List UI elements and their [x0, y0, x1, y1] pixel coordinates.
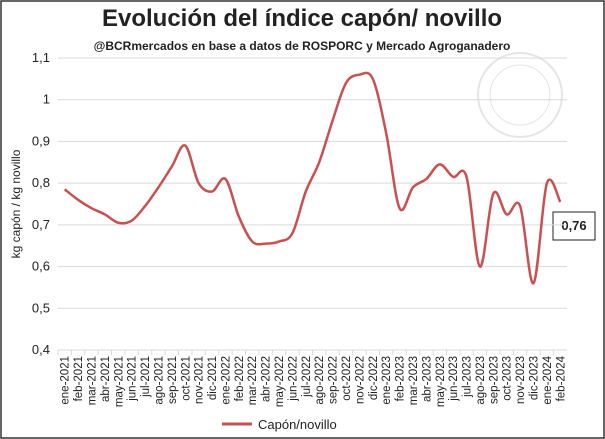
- x-tick-label: sep-2021: [167, 356, 179, 404]
- x-tick-label: ago-2022: [314, 356, 326, 405]
- x-tick-label: ene-2021: [60, 356, 72, 405]
- x-tick-label: abr-2022: [261, 356, 273, 402]
- x-tick-label: sep-2023: [488, 356, 500, 404]
- x-tick-label: abr-2021: [100, 356, 112, 402]
- x-tick-label: jun-2023: [448, 356, 460, 402]
- x-tick-label: jun-2021: [127, 356, 139, 402]
- x-tick-label: jul-2023: [462, 356, 474, 398]
- x-tick-label: ene-2022: [220, 356, 232, 405]
- x-tick-label: may-2021: [113, 356, 125, 407]
- annotation-box: [552, 211, 596, 241]
- x-tick-label: feb-2024: [555, 355, 567, 401]
- x-tick-label: ago-2021: [153, 356, 165, 405]
- x-tick-label: dic-2023: [529, 356, 541, 400]
- x-tick-label: mar-2021: [86, 356, 98, 405]
- x-tick-label: feb-2022: [234, 356, 246, 401]
- x-tick-label: jun-2022: [287, 356, 299, 402]
- chart-subtitle: @BCRmercados en base a datos de ROSPORC …: [94, 39, 511, 53]
- x-tick-label: mar-2022: [247, 356, 259, 405]
- watermark-seal: [477, 52, 563, 138]
- annotation: 0,76: [561, 218, 586, 233]
- x-tick-label: oct-2022: [341, 356, 353, 401]
- x-tick-label: jul-2021: [140, 356, 152, 398]
- x-tick-label: ene-2023: [381, 356, 393, 405]
- x-tick-label: oct-2021: [180, 356, 192, 401]
- x-tick-label: ago-2023: [475, 356, 487, 405]
- x-tick-label: nov-2022: [354, 356, 366, 404]
- y-tick-label: 0,6: [32, 259, 50, 274]
- x-tick-label: may-2023: [435, 356, 447, 407]
- y-axis-label: kg capón / kg novillo: [9, 149, 23, 258]
- chart-title: Evolución del índice capón/ novillo: [102, 5, 502, 32]
- y-tick-label: 0,8: [32, 175, 50, 190]
- x-tick-label: feb-2021: [73, 356, 85, 401]
- y-tick-label: 1: [43, 92, 50, 107]
- x-tick-label: nov-2023: [515, 356, 527, 404]
- y-tick-label: 0,4: [32, 342, 50, 357]
- x-tick-label: abr-2023: [421, 356, 433, 402]
- x-tick-label: feb-2023: [395, 356, 407, 401]
- x-tick-label: ene-2024: [542, 355, 554, 404]
- line: [63, 71, 562, 285]
- x-tick-label: dic-2021: [207, 356, 219, 400]
- x-tick-label: mar-2023: [408, 356, 420, 405]
- x-tick-label: jul-2022: [301, 356, 313, 398]
- legend-label: Capón/novillo: [258, 417, 337, 432]
- x-tick-label: nov-2021: [194, 356, 206, 404]
- y-tick-label: 0,9: [32, 133, 50, 148]
- x-tick-label: may-2022: [274, 356, 286, 407]
- y-tick-label: 1,1: [32, 50, 50, 65]
- y-tick-label: 0,7: [32, 217, 50, 232]
- x-tick-label: dic-2022: [368, 356, 380, 400]
- x-tick-label: oct-2023: [502, 356, 514, 401]
- y-tick-label: 0,5: [32, 300, 50, 315]
- x-tick-label: sep-2022: [328, 356, 340, 404]
